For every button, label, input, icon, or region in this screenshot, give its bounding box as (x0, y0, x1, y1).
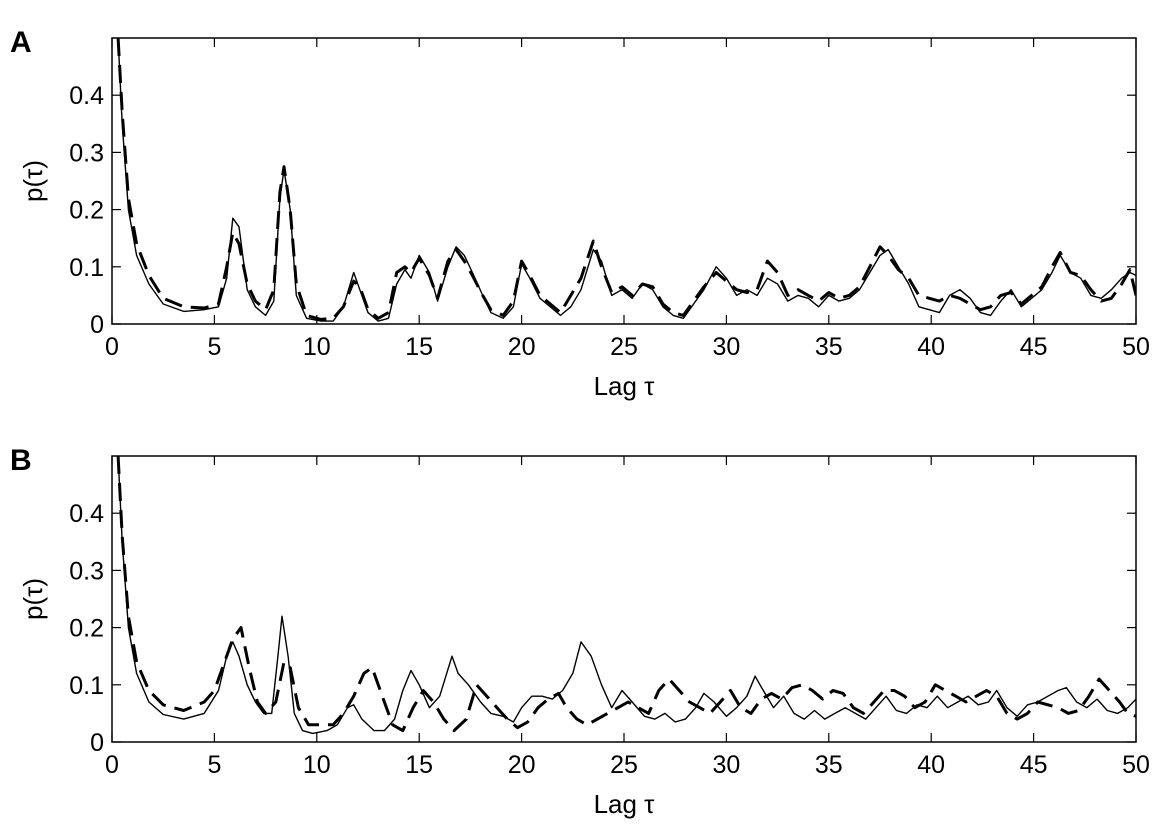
x-ticks-b: 0 5 10 15 20 25 30 35 40 45 50 (105, 456, 1150, 779)
series-group-a (116, 38, 1136, 322)
y-axis-label-b: p(τ) (18, 578, 48, 620)
y-tick-label-b: 0.4 (69, 500, 104, 528)
y-tick-label-b: 0.1 (69, 672, 104, 700)
solid-series-line-a (117, 38, 1136, 322)
x-tick-label-b: 30 (712, 751, 740, 779)
y-tick-label-a: 0 (90, 311, 104, 339)
x-tick-label-a: 45 (1020, 333, 1048, 361)
x-tick-label-a: 5 (207, 333, 221, 361)
dashed-series-line-a (116, 38, 1136, 321)
x-tick-label-a: 40 (917, 333, 945, 361)
x-axis-label-b: Lag τ (594, 789, 656, 819)
x-tick-label-a: 35 (815, 333, 843, 361)
x-tick-label-b: 25 (610, 751, 638, 779)
x-tick-label-b: 35 (815, 751, 843, 779)
y-tick-label-b: 0.2 (69, 615, 104, 643)
x-tick-label-b: 5 (207, 751, 221, 779)
panel-b: B 0 5 10 15 20 25 30 35 40 45 50 0 0.1 0.2 0.3 0.4 Lag… (10, 444, 1150, 819)
plot-frame-a (111, 37, 1137, 325)
y-tick-label-a: 0.1 (69, 254, 104, 282)
x-tick-label-b: 20 (508, 751, 536, 779)
x-tick-label-b: 10 (303, 751, 331, 779)
x-tick-label-b: 40 (917, 751, 945, 779)
y-tick-label-b: 0.3 (69, 557, 104, 585)
y-tick-label-a: 0.4 (69, 82, 104, 110)
y-ticks-b: 0 0.1 0.2 0.3 0.4 (69, 500, 1136, 757)
x-ticks-a: 0 5 10 15 20 25 30 35 40 45 50 (105, 38, 1150, 361)
y-tick-label-a: 0.3 (69, 139, 104, 167)
x-tick-label-a: 20 (508, 333, 536, 361)
y-axis-label-a: p(τ) (18, 160, 48, 202)
x-tick-label-b: 0 (105, 751, 119, 779)
x-tick-label-a: 0 (105, 333, 119, 361)
x-tick-label-a: 30 (712, 333, 740, 361)
panel-label-b: B (10, 444, 32, 477)
plot-frame-b (111, 455, 1137, 743)
panel-a: A 0 5 10 15 20 25 30 35 40 45 50 0 0.1 0.2 0.3 0.4 Lag… (10, 26, 1150, 401)
solid-series-line-b (117, 456, 1136, 735)
dashed-series-line-b (116, 456, 1136, 733)
series-group-b (116, 456, 1136, 735)
x-tick-label-b: 50 (1122, 751, 1150, 779)
y-tick-label-a: 0.2 (69, 197, 104, 225)
x-tick-label-a: 10 (303, 333, 331, 361)
x-tick-label-b: 45 (1020, 751, 1048, 779)
x-axis-label-a: Lag τ (594, 371, 656, 401)
x-tick-label-b: 15 (405, 751, 433, 779)
y-ticks-a: 0 0.1 0.2 0.3 0.4 (69, 82, 1136, 339)
x-tick-label-a: 50 (1122, 333, 1150, 361)
x-tick-label-a: 25 (610, 333, 638, 361)
y-tick-label-b: 0 (90, 729, 104, 757)
x-tick-label-a: 15 (405, 333, 433, 361)
panel-label-a: A (10, 26, 32, 59)
